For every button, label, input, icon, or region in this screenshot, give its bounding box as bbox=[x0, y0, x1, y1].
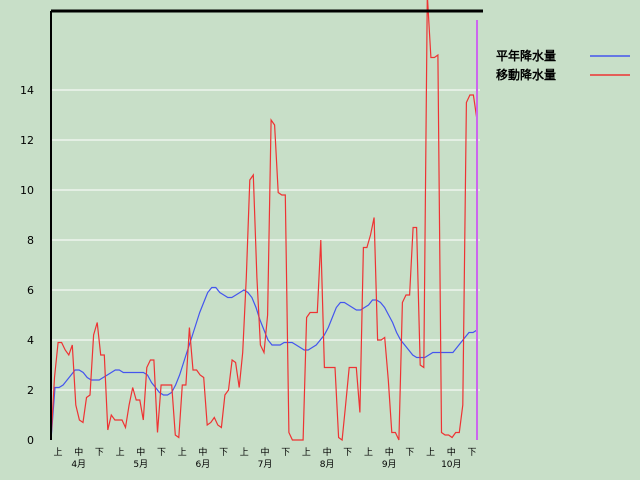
x-tick-label: 上 bbox=[426, 447, 435, 458]
y-tick-label: 14 bbox=[20, 84, 34, 97]
x-tick-label: 上 bbox=[240, 447, 249, 458]
x-tick-label: 上 bbox=[53, 447, 62, 458]
x-axis-ticks: 上中下上中下上中下上中下上中下上中下上中下4月 5月 6月 7月 8月 9月 10月 bbox=[53, 446, 476, 470]
legend-label-normal: 平年降水量 bbox=[496, 48, 556, 63]
series-line-0 bbox=[50, 286, 478, 441]
month-label: 5月 bbox=[133, 459, 148, 470]
month-label: 8月 bbox=[320, 459, 335, 470]
x-tick-label: 中 bbox=[323, 446, 332, 458]
x-tick-label: 下 bbox=[157, 448, 166, 458]
data-series bbox=[50, 0, 478, 442]
month-label: 7月 bbox=[258, 459, 273, 470]
month-label: 10月 bbox=[441, 459, 461, 470]
month-label: 4月 bbox=[71, 459, 86, 470]
x-tick-label: 下 bbox=[405, 448, 414, 458]
x-tick-label: 下 bbox=[95, 448, 104, 458]
y-tick-label: 2 bbox=[27, 384, 34, 397]
y-tick-label: 6 bbox=[27, 284, 34, 297]
grid-lines bbox=[51, 89, 480, 391]
legend-label-moving: 移動降水量 bbox=[496, 67, 556, 82]
x-tick-label: 上 bbox=[178, 447, 187, 458]
y-tick-label: 10 bbox=[20, 184, 34, 197]
y-tick-label: 12 bbox=[20, 134, 34, 147]
x-tick-label: 上 bbox=[302, 447, 311, 458]
month-label: 9月 bbox=[382, 459, 397, 470]
x-tick-label: 中 bbox=[198, 446, 207, 458]
y-tick-label: 0 bbox=[27, 434, 34, 447]
y-tick-label: 4 bbox=[27, 334, 34, 347]
series-line-1 bbox=[50, 0, 478, 442]
x-tick-label: 中 bbox=[74, 446, 83, 458]
x-tick-label: 上 bbox=[116, 447, 125, 458]
month-label: 6月 bbox=[196, 459, 211, 470]
y-tick-label: 8 bbox=[27, 234, 34, 247]
x-tick-label: 中 bbox=[260, 446, 269, 458]
y-axis-ticks: 0 2 4 6 8 10 12 14 bbox=[20, 84, 34, 447]
x-tick-label: 中 bbox=[385, 446, 394, 458]
x-tick-label: 下 bbox=[281, 448, 290, 458]
x-tick-label: 中 bbox=[136, 446, 145, 458]
x-tick-label: 下 bbox=[343, 448, 352, 458]
x-tick-label: 下 bbox=[219, 448, 228, 458]
x-tick-label: 上 bbox=[364, 447, 373, 458]
x-tick-label: 中 bbox=[447, 446, 456, 458]
x-tick-label: 下 bbox=[467, 448, 476, 458]
legend: 平年降水量 移動降水量 bbox=[496, 48, 630, 82]
